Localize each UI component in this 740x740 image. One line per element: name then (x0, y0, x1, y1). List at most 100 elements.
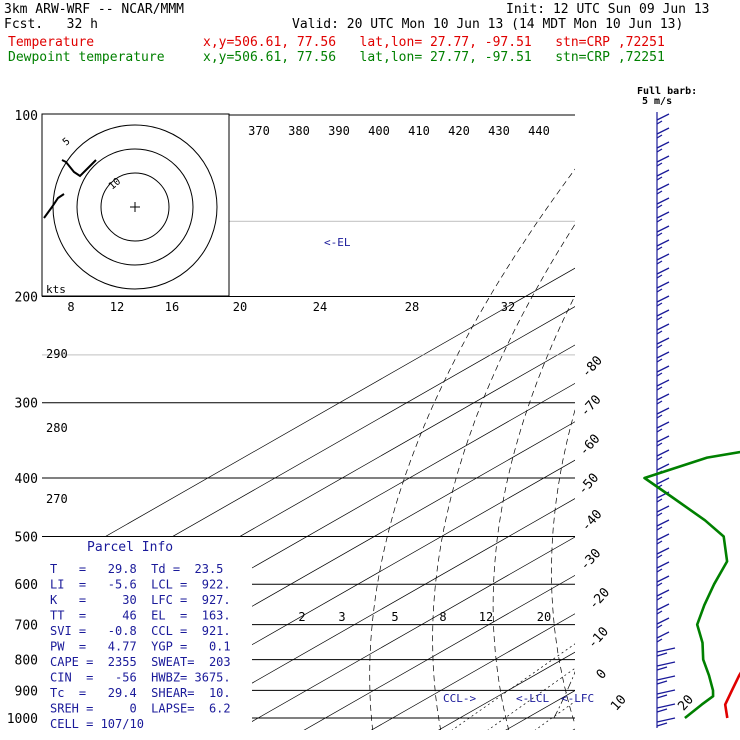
mixing-ratio-label: 32 (501, 300, 515, 314)
mixing-ratio-label: 2 (298, 610, 305, 624)
wind-barb (656, 183, 670, 195)
isotherm-label: 0 (594, 667, 610, 683)
wind-barb (656, 647, 676, 657)
wind-barb (656, 421, 670, 433)
dry-adiabat-line (608, 57, 740, 731)
wind-barb (656, 281, 670, 293)
parcel-info-line: Tc = 29.4 SHEAR= 10. (50, 686, 231, 700)
wind-barb (656, 435, 670, 447)
model-title: 3km ARW-WRF -- NCAR/MMM (4, 2, 185, 17)
dry-adiabat-line (492, 294, 575, 730)
wind-barb (656, 533, 670, 545)
wind-barb (656, 631, 670, 643)
hodograph-ring (76, 148, 194, 266)
isotherm-line (236, 536, 575, 730)
theta-label: 390 (328, 124, 350, 138)
pressure-label: 400 (15, 472, 38, 487)
parcel-info-line: TT = 46 EL = 163. (50, 609, 231, 623)
mixing-ratio-label: 24 (313, 300, 327, 314)
moist-adiabat-line (688, 297, 740, 719)
isotherm-label: -70 (578, 392, 605, 419)
wind-barb (656, 561, 670, 573)
theta-label: 270 (46, 492, 68, 506)
hodograph-ring-label: 5 (61, 136, 73, 148)
mixing-ratio-lines (451, 643, 575, 730)
parcel-info-line: T = 29.8 Td = 23.5 (50, 562, 223, 576)
moist-adiabat-line (715, 297, 740, 719)
pressure-label: 800 (15, 654, 38, 669)
parcel-info-title: Parcel Info (87, 540, 173, 555)
barb-legend-units: 5 m/s (642, 96, 672, 107)
mixing-ratio-label: 5 (391, 610, 398, 624)
parcel-info-line: LI = -5.6 LCL = 922. (50, 578, 231, 592)
wind-barb (656, 211, 670, 223)
mixing-ratio-line (451, 643, 575, 730)
mixing-ratio-label: 12 (110, 300, 124, 314)
parcel-info-line: CIN = -56 HWBZ= 3675. (50, 671, 231, 685)
wind-barb (656, 407, 670, 419)
wind-barb (656, 337, 670, 349)
forecast-hour: Fcst. 32 h (4, 17, 98, 32)
theta-label: 290 (46, 347, 68, 361)
lfc-marker: <-LFC (561, 692, 594, 705)
isotherm-line (102, 459, 575, 730)
wind-barb (656, 661, 676, 671)
wind-barb (656, 589, 670, 601)
theta-label: 380 (288, 124, 310, 138)
wind-barb (656, 603, 670, 615)
wind-barb (656, 239, 670, 251)
dry-adiabat-line (715, 57, 740, 731)
wind-barb (656, 547, 670, 559)
wind-barb-staff (656, 112, 676, 728)
isotherm-line (706, 72, 740, 730)
moist-adiabat-line (608, 297, 740, 719)
isotherm-line (639, 72, 740, 730)
init-time: Init: 12 UTC Sun 09 Jun 13 (506, 2, 710, 17)
wind-barb (656, 253, 670, 265)
isotherm-label: 10 (608, 692, 630, 714)
wind-barb (656, 393, 670, 405)
wind-barb (656, 197, 670, 209)
wind-barb (656, 309, 670, 321)
theta-label: 370 (248, 124, 270, 138)
barb-legend-title: Full barb: (637, 86, 697, 97)
location-temperature: x,y=506.61, 77.56 lat,lon= 27.77, -97.51… (203, 35, 665, 50)
wind-barb (656, 505, 670, 517)
mixing-ratio-line (534, 700, 575, 730)
wind-barb (656, 689, 676, 699)
isotherm-label: -10 (585, 624, 612, 651)
theta-label: 400 (368, 124, 390, 138)
dry-adiabat-line (551, 408, 575, 726)
hodograph: 5 10 kts (41, 113, 230, 297)
parcel-info-line: CAPE = 2355 SWEAT= 203 (50, 655, 231, 669)
pressure-label: 200 (15, 291, 38, 306)
wind-barb (656, 675, 676, 685)
mixing-ratio-label: 8 (67, 300, 74, 314)
isotherm-label: -40 (579, 507, 606, 534)
wind-barb (656, 703, 676, 713)
isotherm-label: -60 (577, 432, 604, 459)
mixing-ratio-label: 16 (165, 300, 179, 314)
moist-adiabat-line (661, 297, 740, 719)
dry-adiabat-line (662, 57, 740, 731)
isotherm-line (42, 267, 575, 574)
hodograph-center-mark (130, 202, 140, 212)
isotherm-label: -30 (577, 546, 604, 573)
wind-barb (656, 225, 670, 237)
wind-barb (656, 169, 670, 181)
wind-barb (656, 351, 670, 363)
el-marker: <-EL (324, 236, 351, 249)
wind-barb (656, 449, 670, 461)
mixing-ratio-label: 20 (233, 300, 247, 314)
mixing-ratio-label: 12 (479, 610, 493, 624)
wind-barb (656, 113, 670, 125)
wind-barb (656, 141, 670, 153)
parcel-info-line: K = 30 LFC = 927. (50, 593, 231, 607)
isotherm-label: -20 (586, 585, 613, 612)
wind-barb (656, 267, 670, 279)
wind-barb (656, 127, 670, 139)
wind-barb (656, 717, 676, 727)
hodograph-units: kts (46, 283, 66, 296)
